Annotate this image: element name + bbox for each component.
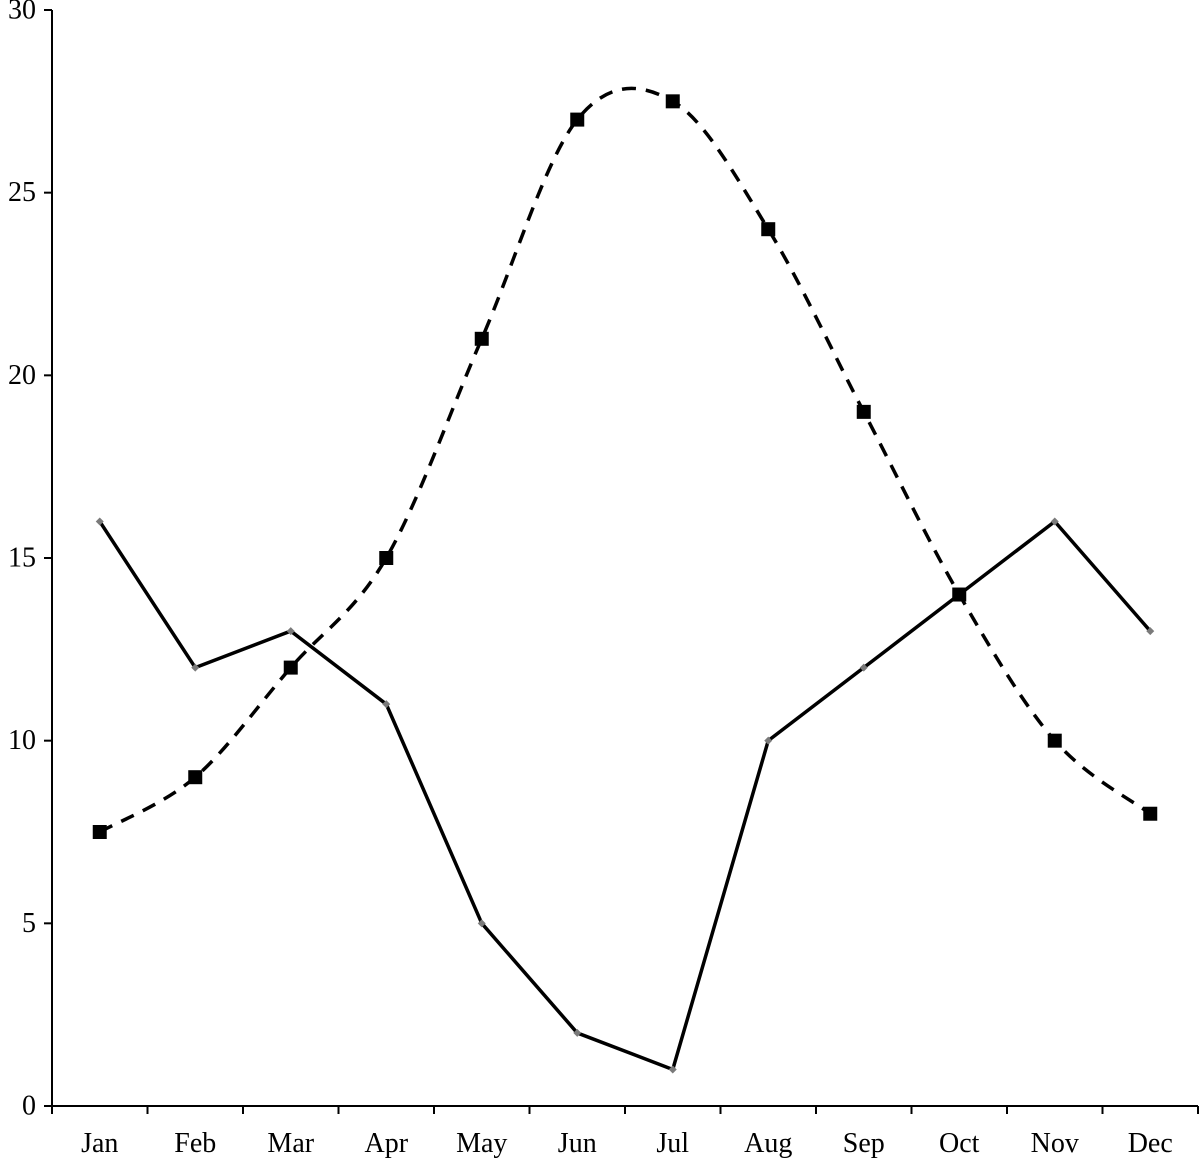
axes xyxy=(44,9,1199,1114)
y-tick-label: 25 xyxy=(8,177,36,208)
x-tick-label: May xyxy=(456,1128,507,1159)
x-tick-label: Nov xyxy=(1031,1128,1079,1159)
data-point xyxy=(665,94,680,109)
data-point xyxy=(379,551,394,565)
data-point xyxy=(859,663,868,672)
series-layer xyxy=(92,86,1158,1074)
data-point xyxy=(1047,733,1062,748)
series-2 xyxy=(92,86,1158,839)
data-point xyxy=(286,627,295,636)
data-point xyxy=(952,587,967,602)
x-tick-label: Apr xyxy=(364,1128,408,1159)
x-tick-label: Sep xyxy=(843,1128,885,1159)
x-tick-label: Mar xyxy=(267,1128,314,1159)
data-point xyxy=(95,517,104,526)
x-tick-label: Oct xyxy=(939,1128,980,1159)
x-tick-label: Aug xyxy=(744,1128,792,1159)
data-point xyxy=(573,1028,582,1037)
x-tick-label: Jan xyxy=(81,1128,118,1159)
data-point xyxy=(477,919,486,928)
data-point xyxy=(856,404,871,419)
data-point xyxy=(474,331,489,346)
x-tick-label: Jul xyxy=(656,1128,689,1159)
data-point xyxy=(92,825,107,839)
y-tick-label: 10 xyxy=(8,725,36,756)
series-2-line xyxy=(98,86,1152,834)
series-1-line xyxy=(98,519,1152,1072)
data-point xyxy=(382,700,391,709)
data-point xyxy=(191,663,200,672)
y-tick-label: 30 xyxy=(8,0,36,26)
tick-labels: 0 5 10 15 20 25 30 Jan Feb Mar Apr May Jun Jul Aug Sep O… xyxy=(8,0,1173,1159)
data-point xyxy=(283,660,298,675)
data-point xyxy=(1146,627,1155,636)
data-point xyxy=(668,1065,677,1074)
data-point xyxy=(764,736,773,745)
y-tick-label: 15 xyxy=(8,543,36,574)
y-tick-label: 20 xyxy=(8,360,36,391)
data-point xyxy=(1050,517,1059,526)
x-tick-label: Feb xyxy=(174,1128,216,1159)
y-tick-label: 5 xyxy=(22,908,36,939)
x-tick-label: Dec xyxy=(1128,1128,1173,1159)
data-point xyxy=(1143,806,1158,821)
series-1 xyxy=(95,517,1155,1074)
y-tick-label: 0 xyxy=(22,1091,36,1122)
data-point xyxy=(761,222,776,237)
data-point xyxy=(570,112,585,127)
x-tick-label: Jun xyxy=(558,1128,597,1159)
data-point xyxy=(188,770,203,785)
